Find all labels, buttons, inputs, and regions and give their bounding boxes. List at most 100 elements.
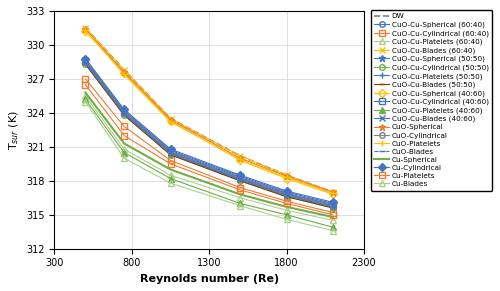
CuO-Cu-Blades (40:60) [168, 148, 173, 152]
CuO-Cu-Spherical (40:60) [82, 30, 88, 33]
DW [284, 173, 290, 177]
CuO-Spherical [330, 190, 336, 194]
Cu-Blades [168, 181, 173, 185]
CuO-Blades [284, 194, 290, 197]
CuO-Cu-Spherical (60:40) [237, 177, 243, 180]
Cu-Platelets [82, 83, 88, 86]
Cu-Spherical [168, 168, 173, 171]
Cu-Platelets [121, 134, 127, 137]
Cu-Blades [82, 100, 88, 103]
Cu-Spherical [82, 91, 88, 94]
CuO-Cu-Platelets (40:60) [284, 213, 290, 217]
CuO-Cu-Blades (60:40) [168, 117, 173, 120]
Line: Cu-Spherical: Cu-Spherical [86, 93, 333, 217]
Line: CuO-Cu-Blades (50:50): CuO-Cu-Blades (50:50) [82, 61, 336, 212]
CuO-Cu-Spherical (60:40) [121, 111, 127, 115]
Line: CuO-Cu-Blades (40:60): CuO-Cu-Blades (40:60) [82, 56, 336, 207]
Line: DW: DW [86, 28, 333, 192]
Line: CuO-Cu-Platelets (60:40): CuO-Cu-Platelets (60:40) [82, 93, 336, 223]
CuO-Cylindrical [237, 177, 243, 180]
CuO-Cu-Platelets (40:60) [121, 151, 127, 154]
CuO-Cu-Platelets (40:60) [330, 226, 336, 229]
Cu-Blades [284, 218, 290, 221]
CuO-Spherical [82, 27, 88, 31]
CuO-Cu-Cylindrical (40:60) [284, 191, 290, 195]
CuO-Cu-Blades (60:40) [121, 68, 127, 72]
CuO-Cu-Spherical (50:50) [237, 177, 243, 180]
CuO-Cu-Platelets (40:60) [168, 177, 173, 180]
CuO-Cu-Cylindrical (50:50) [82, 63, 88, 66]
Line: CuO-Cu-Spherical (40:60): CuO-Cu-Spherical (40:60) [82, 29, 336, 197]
CuO-Cu-Cylindrical (40:60) [330, 203, 336, 206]
CuO-Cu-Spherical (50:50) [330, 204, 336, 207]
CuO-Cu-Cylindrical (40:60) [82, 59, 88, 63]
CuO-Cu-Spherical (50:50) [121, 111, 127, 115]
Line: CuO-Cu-Spherical (50:50): CuO-Cu-Spherical (50:50) [82, 58, 336, 209]
CuO-Cu-Blades (50:50) [330, 206, 336, 210]
CuO-Blades [121, 112, 127, 116]
Cu-Spherical [330, 215, 336, 219]
CuO-Cu-Cylindrical (40:60) [237, 176, 243, 179]
CuO-Cu-Cylindrical (40:60) [168, 150, 173, 153]
CuO-Platelets [121, 73, 127, 76]
CuO-Cu-Blades (50:50) [237, 179, 243, 182]
Line: Cu-Cylindrical: Cu-Cylindrical [82, 56, 336, 205]
Cu-Blades [121, 157, 127, 160]
CuO-Cu-Blades (40:60) [330, 202, 336, 205]
CuO-Cu-Platelets (60:40) [168, 173, 173, 177]
DW [82, 26, 88, 30]
DW [330, 190, 336, 194]
DW [237, 154, 243, 158]
CuO-Cu-Spherical (50:50) [168, 151, 173, 154]
CuO-Cu-Spherical (60:40) [284, 193, 290, 196]
CuO-Cu-Spherical (40:60) [168, 119, 173, 123]
CuO-Cu-Platelets (50:50) [168, 152, 173, 155]
Cu-Spherical [237, 193, 243, 196]
CuO-Cu-Spherical (60:40) [82, 60, 88, 64]
CuO-Cu-Blades (40:60) [121, 109, 127, 112]
CuO-Cu-Cylindrical (60:40) [284, 199, 290, 203]
CuO-Blades [237, 178, 243, 182]
Cu-Cylindrical [284, 189, 290, 193]
CuO-Cu-Platelets (50:50) [237, 178, 243, 182]
CuO-Platelets [168, 120, 173, 124]
CuO-Cu-Cylindrical (40:60) [121, 110, 127, 113]
CuO-Cu-Platelets (50:50) [284, 194, 290, 197]
CuO-Cu-Blades (60:40) [284, 173, 290, 177]
CuO-Cylindrical [330, 204, 336, 207]
Cu-Cylindrical [168, 147, 173, 151]
CuO-Blades [82, 61, 88, 65]
Cu-Blades [237, 204, 243, 207]
Cu-Cylindrical [237, 173, 243, 177]
Line: CuO-Spherical: CuO-Spherical [82, 26, 336, 196]
Line: CuO-Cu-Cylindrical (40:60): CuO-Cu-Cylindrical (40:60) [82, 58, 336, 207]
CuO-Cu-Blades (60:40) [330, 190, 336, 194]
CuO-Platelets [284, 176, 290, 179]
Line: Cu-Platelets: Cu-Platelets [82, 82, 336, 218]
DW [121, 68, 127, 72]
Line: CuO-Cu-Blades (60:40): CuO-Cu-Blades (60:40) [82, 24, 336, 196]
CuO-Cu-Cylindrical (50:50) [121, 113, 127, 117]
Line: CuO-Cu-Platelets (50:50): CuO-Cu-Platelets (50:50) [82, 60, 336, 210]
CuO-Cu-Platelets (50:50) [82, 61, 88, 65]
CuO-Cu-Spherical (40:60) [284, 177, 290, 180]
Cu-Cylindrical [82, 57, 88, 60]
CuO-Cu-Blades (40:60) [284, 190, 290, 194]
Cu-Spherical [284, 205, 290, 209]
Line: CuO-Platelets: CuO-Platelets [82, 27, 336, 197]
CuO-Spherical [237, 157, 243, 160]
CuO-Cylindrical [121, 111, 127, 115]
CuO-Platelets [330, 191, 336, 195]
Line: CuO-Cu-Spherical (60:40): CuO-Cu-Spherical (60:40) [82, 59, 336, 209]
CuO-Spherical [168, 118, 173, 121]
CuO-Cu-Platelets (60:40) [284, 209, 290, 212]
CuO-Blades [330, 205, 336, 209]
Y-axis label: T$_{sur}$ (K): T$_{sur}$ (K) [7, 110, 20, 150]
CuO-Cu-Platelets (40:60) [82, 97, 88, 101]
Cu-Platelets [330, 213, 336, 217]
CuO-Cu-Blades (60:40) [237, 154, 243, 158]
CuO-Cylindrical [284, 193, 290, 196]
CuO-Cu-Platelets (60:40) [82, 94, 88, 98]
CuO-Cu-Platelets (60:40) [121, 147, 127, 151]
CuO-Cu-Platelets (50:50) [121, 112, 127, 116]
